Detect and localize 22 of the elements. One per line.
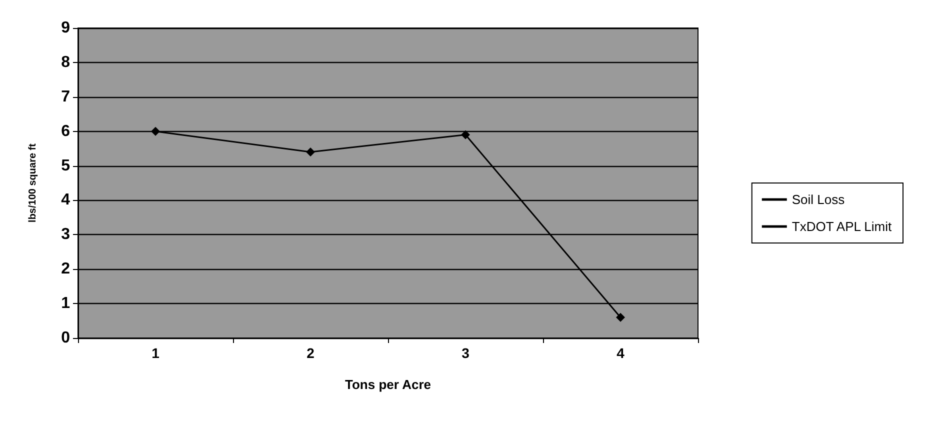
y-axis-title: lbs/100 square ft bbox=[28, 142, 38, 222]
legend-label: Soil Loss bbox=[792, 192, 846, 207]
point bbox=[151, 126, 160, 136]
y-tick-label: 1 bbox=[61, 295, 70, 312]
x-tick-label: 1 bbox=[152, 345, 160, 361]
point bbox=[306, 148, 315, 156]
y-tick-label: 7 bbox=[61, 88, 70, 106]
y-tick-label: 5 bbox=[61, 157, 70, 174]
y-tick-label: 8 bbox=[61, 54, 70, 71]
x-axis-title: Tons per Acre bbox=[345, 377, 431, 392]
y-tick-label: 6 bbox=[61, 122, 70, 140]
x-tick-label: 2 bbox=[306, 345, 315, 361]
point bbox=[461, 130, 470, 140]
y-tick-label: 4 bbox=[61, 192, 70, 209]
y-tick-label: 2 bbox=[61, 260, 70, 278]
y-tick-label: 3 bbox=[61, 226, 70, 244]
legend-label: TxDOT APL Limit bbox=[792, 219, 892, 234]
x-tick-label: 4 bbox=[616, 345, 625, 361]
y-tick-label: 0 bbox=[61, 330, 70, 346]
y-tick-label: 9 bbox=[61, 20, 70, 36]
point bbox=[616, 312, 625, 322]
x-tick-label: 3 bbox=[462, 345, 470, 361]
